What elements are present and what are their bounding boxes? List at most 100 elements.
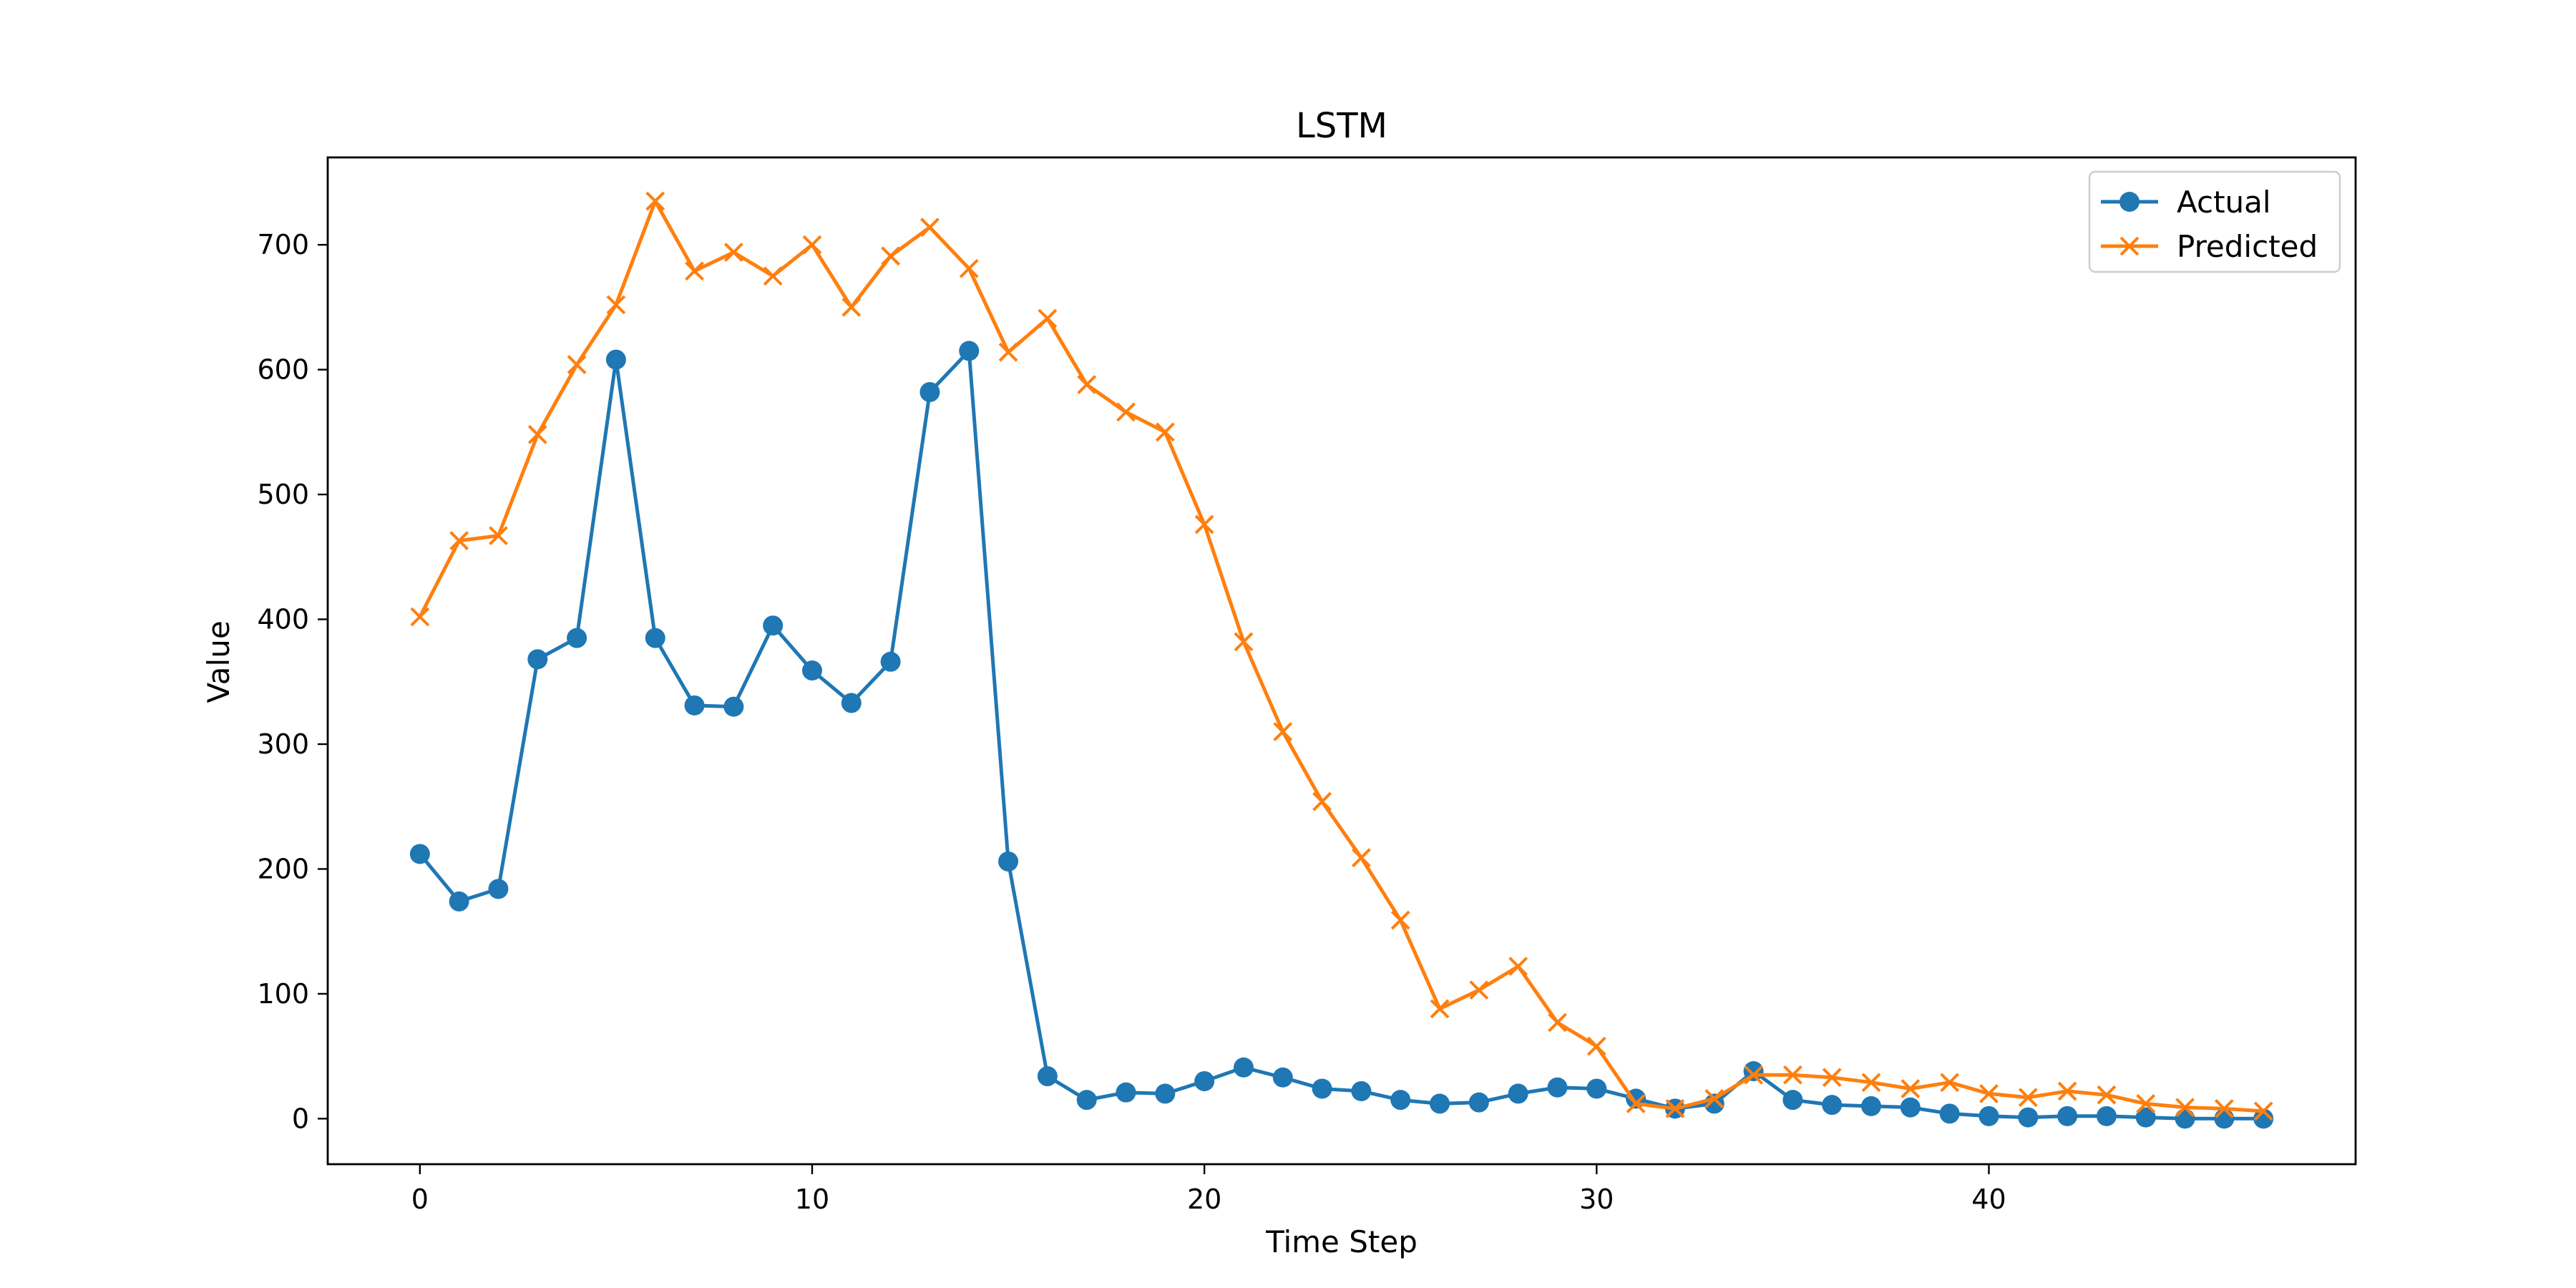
data-point-predicted [1469,980,1489,1000]
data-point-actual [998,851,1019,872]
data-point-actual [1076,1090,1097,1111]
legend-marker-predicted [2119,236,2140,256]
data-point-predicted [1194,514,1214,535]
data-point-predicted [1312,791,1332,811]
data-point-predicted [1744,1065,1763,1085]
data-point-actual [1116,1082,1136,1103]
y-tick-label: 600 [257,354,309,386]
data-point-actual [527,649,548,670]
x-axis-title: Time Step [1265,1224,1418,1259]
data-point-actual [2096,1106,2117,1126]
x-tick-label: 40 [1971,1184,2006,1215]
series-line-predicted [418,199,2264,1113]
data-point-predicted [1665,1098,1685,1118]
data-point-predicted [1940,1073,1960,1093]
data-point-actual [488,879,509,899]
data-point-actual [1508,1083,1528,1104]
y-axis-title: Value [201,620,236,703]
y-tick-label: 700 [257,229,309,260]
data-point-predicted [1116,402,1136,422]
data-point-predicted [723,243,743,263]
data-point-actual [605,349,626,370]
data-point-actual [1861,1096,1882,1116]
legend: Actual Predicted [2088,170,2341,273]
data-point-actual [1272,1067,1293,1088]
data-point-actual [959,341,980,361]
data-point-actual [1979,1106,1999,1126]
data-point-predicted [1782,1065,1802,1085]
data-point-actual [1822,1095,1843,1116]
chart-title: LSTM [1296,106,1387,146]
data-point-predicted [606,295,626,315]
data-point-actual [919,381,940,402]
data-point-predicted [1901,1079,1921,1098]
data-point-predicted [2018,1088,2038,1108]
data-point-predicted [1979,1084,1999,1103]
data-point-actual [1468,1092,1489,1113]
data-point-predicted [527,424,547,444]
data-point-predicted [1626,1093,1646,1113]
data-point-predicted [567,355,587,375]
data-point-predicted [959,258,979,278]
data-point-predicted [1155,422,1175,442]
data-point-actual [567,628,587,648]
x-tick-label: 30 [1579,1184,1614,1215]
data-point-predicted [410,607,430,627]
x-tick-label: 20 [1187,1184,1221,1215]
data-point-actual [1155,1083,1176,1104]
data-point-actual [1233,1057,1254,1078]
data-point-predicted [1586,1036,1606,1056]
data-point-predicted [998,342,1018,362]
data-point-actual [449,891,469,912]
y-tick-label: 300 [257,728,309,760]
data-point-predicted [1822,1068,1842,1088]
y-tick-label: 400 [257,603,309,635]
data-point-actual [841,693,862,713]
data-point-predicted [1430,999,1450,1019]
data-point-predicted [2214,1098,2234,1118]
legend-marker-actual [2119,192,2140,212]
y-tick-label: 500 [257,479,309,510]
data-point-actual [1430,1093,1450,1114]
data-point-predicted [763,266,783,286]
data-point-actual [1900,1097,1921,1118]
data-point-actual [880,651,901,672]
data-point-predicted [1508,957,1528,976]
data-point-actual [1547,1077,1568,1098]
data-point-actual [1351,1080,1372,1101]
data-point-actual [2018,1107,2039,1128]
y-tick-label: 200 [257,853,309,884]
data-point-predicted [489,526,508,546]
data-point-actual [409,844,430,864]
data-point-predicted [841,297,862,317]
data-point-actual [1782,1090,1803,1111]
data-point-actual [645,628,665,648]
data-point-actual [723,696,744,717]
data-point-predicted [645,191,665,211]
data-point-actual [2253,1108,2274,1129]
data-point-predicted [2057,1081,2077,1101]
data-point-predicted [2136,1093,2156,1113]
data-point-actual [2175,1108,2195,1129]
data-point-predicted [2097,1085,2117,1105]
data-point-actual [1312,1078,1332,1099]
data-point-predicted [1351,848,1371,868]
data-point-predicted [1390,910,1410,930]
data-point-predicted [1038,308,1058,328]
data-point-predicted [1861,1073,1881,1093]
data-point-predicted [802,235,822,255]
data-point-actual [1194,1070,1215,1091]
data-point-predicted [449,531,469,550]
data-point-predicted [685,261,704,281]
data-point-predicted [2253,1101,2273,1121]
legend-label-predicted: Predicted [2177,229,2318,264]
data-point-predicted [2175,1098,2195,1118]
data-point-actual [1390,1090,1411,1111]
data-point-predicted [1077,375,1097,394]
data-point-actual [684,695,705,716]
data-point-predicted [920,218,940,238]
data-point-actual [1586,1078,1607,1099]
